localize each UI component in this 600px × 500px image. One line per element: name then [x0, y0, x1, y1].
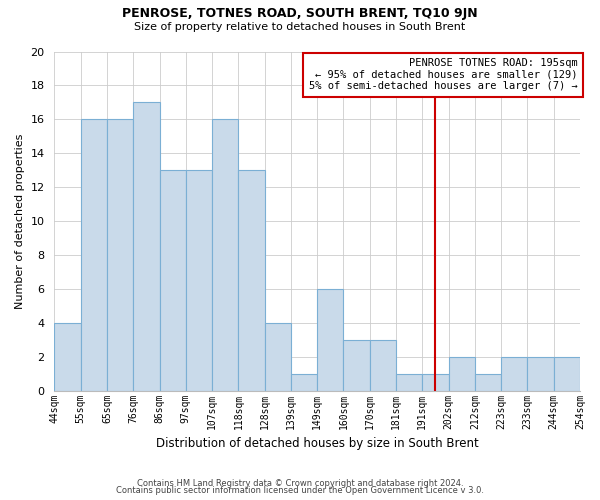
Bar	[501, 356, 527, 390]
X-axis label: Distribution of detached houses by size in South Brent: Distribution of detached houses by size …	[156, 437, 479, 450]
Bar	[291, 374, 317, 390]
Bar	[107, 120, 133, 390]
Text: Contains public sector information licensed under the Open Government Licence v : Contains public sector information licen…	[116, 486, 484, 495]
Text: PENROSE TOTNES ROAD: 195sqm
← 95% of detached houses are smaller (129)
5% of sem: PENROSE TOTNES ROAD: 195sqm ← 95% of det…	[308, 58, 577, 92]
Bar	[343, 340, 370, 390]
Bar	[238, 170, 265, 390]
Bar	[475, 374, 501, 390]
Bar	[133, 102, 160, 391]
Bar	[265, 323, 291, 390]
Bar	[396, 374, 422, 390]
Bar	[422, 374, 449, 390]
Bar	[317, 289, 343, 390]
Bar	[527, 356, 554, 390]
Text: PENROSE, TOTNES ROAD, SOUTH BRENT, TQ10 9JN: PENROSE, TOTNES ROAD, SOUTH BRENT, TQ10 …	[122, 8, 478, 20]
Bar	[449, 356, 475, 390]
Bar	[554, 356, 580, 390]
Text: Size of property relative to detached houses in South Brent: Size of property relative to detached ho…	[134, 22, 466, 32]
Bar	[80, 120, 107, 390]
Bar	[55, 323, 80, 390]
Bar	[160, 170, 186, 390]
Text: Contains HM Land Registry data © Crown copyright and database right 2024.: Contains HM Land Registry data © Crown c…	[137, 478, 463, 488]
Bar	[370, 340, 396, 390]
Bar	[186, 170, 212, 390]
Bar	[212, 120, 238, 390]
Y-axis label: Number of detached properties: Number of detached properties	[15, 134, 25, 309]
